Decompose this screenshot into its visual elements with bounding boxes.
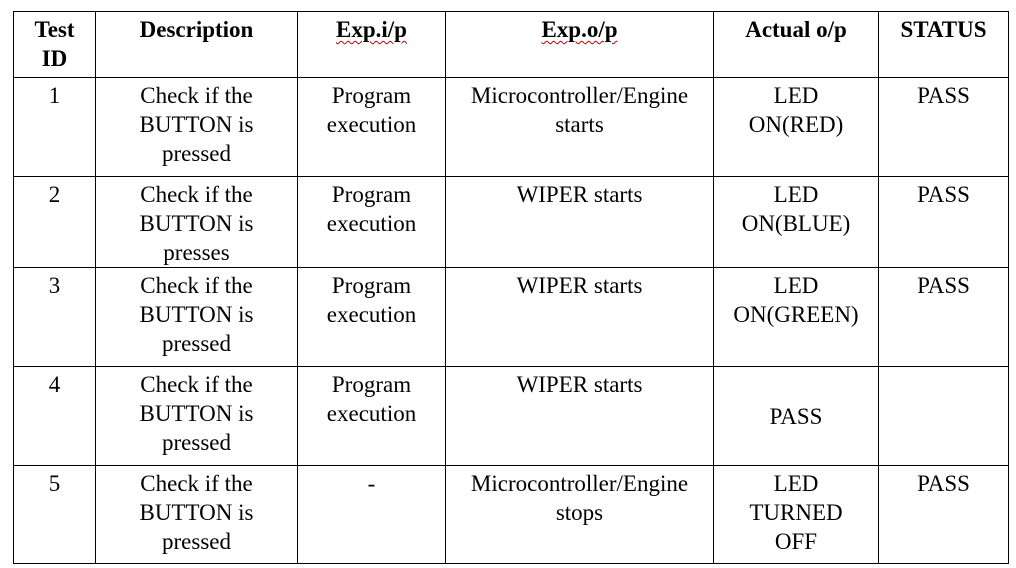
- cell-exp-output: WIPER starts: [445, 267, 714, 367]
- header-status: STATUS: [878, 11, 1009, 78]
- cell-actual-output: LED ON(BLUE): [713, 176, 879, 268]
- spellcheck-underline: Exp.i/p: [336, 17, 407, 42]
- cell-exp-input: Program execution: [297, 267, 446, 367]
- table-row: 4 Check if the BUTTON is pressed Program…: [13, 366, 1009, 466]
- cell-exp-input: -: [297, 465, 446, 564]
- cell-actual-output: LED ON(RED): [713, 77, 879, 177]
- cell-exp-output: WIPER starts: [445, 176, 714, 268]
- cell-description: Check if the BUTTON is pressed: [95, 77, 298, 177]
- cell-status: PASS: [878, 267, 1009, 367]
- cell-status: [878, 366, 1009, 466]
- cell-description: Check if the BUTTON is pressed: [95, 267, 298, 367]
- table-row: 3 Check if the BUTTON is pressed Program…: [13, 267, 1009, 367]
- table-row: 5 Check if the BUTTON is pressed - Micro…: [13, 465, 1009, 564]
- cell-actual-output: LED TURNED OFF: [713, 465, 879, 564]
- spellcheck-underline: Exp.o/p: [541, 17, 618, 42]
- cell-test-id: 1: [13, 77, 96, 177]
- cell-test-id: 5: [13, 465, 96, 564]
- cell-exp-input: Program execution: [297, 77, 446, 177]
- header-exp-input: Exp.i/p: [297, 11, 446, 78]
- header-actual-output: Actual o/p: [713, 11, 879, 78]
- header-row: Test ID Description Exp.i/p Exp.o/p Actu…: [13, 11, 1009, 78]
- cell-description: Check if the BUTTON is presses: [95, 176, 298, 268]
- test-case-table: Test ID Description Exp.i/p Exp.o/p Actu…: [13, 11, 1009, 564]
- cell-test-id: 3: [13, 267, 96, 367]
- cell-actual-output: LED ON(GREEN): [713, 267, 879, 367]
- cell-exp-output: Microcontroller/Engine stops: [445, 465, 714, 564]
- cell-exp-output: Microcontroller/Engine starts: [445, 77, 714, 177]
- cell-description: Check if the BUTTON is pressed: [95, 366, 298, 466]
- cell-test-id: 4: [13, 366, 96, 466]
- cell-status: PASS: [878, 465, 1009, 564]
- cell-status: PASS: [878, 176, 1009, 268]
- cell-exp-input: Program execution: [297, 176, 446, 268]
- cell-exp-output: WIPER starts: [445, 366, 714, 466]
- table-row: 1 Check if the BUTTON is pressed Program…: [13, 77, 1009, 177]
- header-test-id: Test ID: [13, 11, 96, 78]
- cell-test-id: 2: [13, 176, 96, 268]
- cell-exp-input: Program execution: [297, 366, 446, 466]
- cell-description: Check if the BUTTON is pressed: [95, 465, 298, 564]
- header-description: Description: [95, 11, 298, 78]
- table-row: 2 Check if the BUTTON is presses Program…: [13, 176, 1009, 268]
- cell-status: PASS: [878, 77, 1009, 177]
- cell-actual-output: PASS: [713, 366, 879, 466]
- header-exp-output: Exp.o/p: [445, 11, 714, 78]
